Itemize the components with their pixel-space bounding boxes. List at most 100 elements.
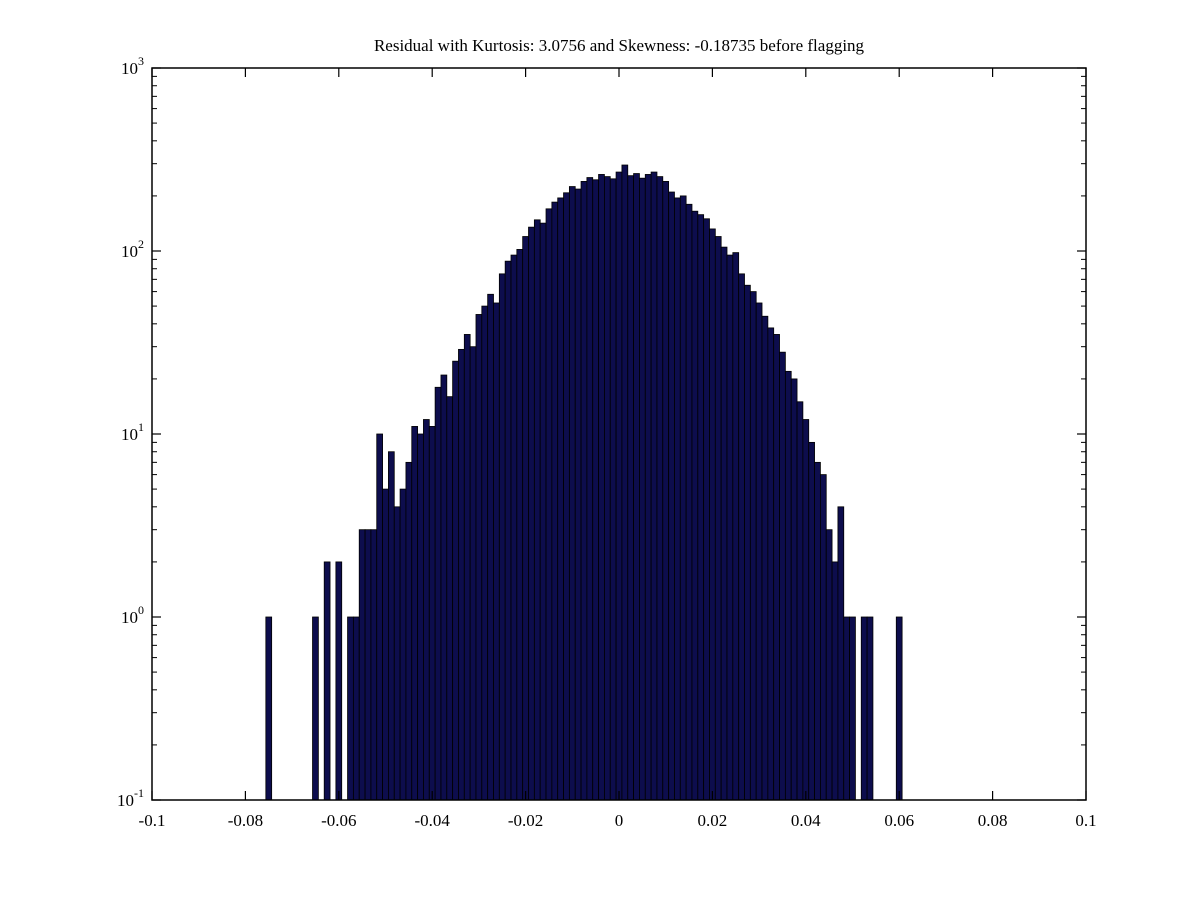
histogram-bar	[417, 433, 424, 801]
histogram-bar	[685, 203, 693, 801]
histogram-bar	[423, 419, 430, 801]
y-tick-label: 102	[121, 237, 144, 261]
histogram-bar	[446, 396, 454, 801]
histogram-bar	[388, 451, 395, 801]
histogram-bar	[352, 616, 360, 801]
histogram-bar	[662, 181, 670, 801]
x-tick-label: -0.08	[228, 811, 263, 830]
histogram-bar	[679, 195, 687, 801]
histogram-bar	[487, 293, 494, 801]
histogram-bar	[633, 173, 640, 801]
histogram-bar	[604, 176, 611, 801]
histogram-bar	[568, 186, 576, 801]
histogram-bar	[814, 461, 821, 801]
histogram-bar	[819, 474, 827, 801]
histogram-bar	[545, 208, 553, 801]
histogram-bar	[650, 171, 658, 801]
histogram-bar	[475, 314, 483, 801]
histogram-bar	[592, 179, 599, 801]
histogram-bar	[738, 273, 745, 801]
histogram-bar	[411, 426, 419, 801]
histogram-bar	[895, 616, 903, 801]
x-tick-label: -0.1	[139, 811, 166, 830]
histogram-bar	[399, 488, 407, 801]
histogram-bar	[831, 561, 839, 801]
histogram-bar	[382, 488, 389, 801]
histogram-bar	[761, 315, 769, 801]
histogram-bar	[510, 254, 518, 801]
histogram-bar	[586, 177, 594, 801]
y-tick-label: 103	[121, 54, 144, 78]
histogram-bar	[405, 461, 413, 801]
histogram-bar	[802, 419, 810, 801]
histogram-bar	[516, 249, 524, 801]
histogram-bar	[551, 201, 559, 801]
histogram-bar	[773, 334, 780, 801]
histogram-bar	[656, 176, 664, 801]
histogram-bar	[323, 561, 331, 801]
histogram-bar	[463, 334, 471, 801]
histogram-bar	[539, 222, 547, 801]
histogram-bar	[720, 246, 728, 801]
histogram-bar	[469, 346, 477, 801]
y-tick-label: 101	[121, 420, 144, 444]
histogram-bar	[627, 175, 635, 801]
histogram-bar	[358, 529, 366, 801]
histogram-bar	[779, 351, 786, 801]
histogram-bar	[440, 374, 448, 801]
histogram-bar	[533, 219, 541, 801]
histogram-bar	[703, 218, 710, 801]
histogram-bar	[522, 236, 529, 801]
histogram-bar	[849, 616, 856, 801]
histogram-bar	[615, 171, 623, 801]
histogram-bar	[312, 616, 319, 801]
histogram-bar	[434, 386, 442, 801]
histogram-bar	[843, 616, 850, 801]
histogram-bar	[528, 226, 535, 801]
histogram-bar	[755, 302, 763, 801]
histogram-bar	[709, 228, 716, 801]
histogram-bar	[808, 441, 815, 801]
histogram-bar	[621, 164, 629, 801]
x-tick-label: 0.06	[884, 811, 914, 830]
histogram-bar	[370, 529, 378, 801]
x-tick-label: 0.1	[1075, 811, 1096, 830]
histogram-bar	[784, 370, 792, 801]
histogram-bar	[866, 616, 874, 801]
histogram-bar	[714, 236, 722, 801]
histogram-bar	[504, 260, 512, 801]
histogram-bar	[609, 178, 617, 801]
histogram-bar	[265, 616, 273, 801]
histogram-bar	[668, 191, 675, 801]
histogram-bar	[481, 305, 489, 801]
x-tick-label: -0.04	[414, 811, 450, 830]
histogram-bar	[493, 302, 500, 801]
histogram-bar	[837, 506, 845, 801]
histogram-bar	[428, 426, 436, 801]
histogram-bar	[458, 348, 465, 801]
histogram-bar	[726, 254, 734, 801]
histogram-bar	[749, 291, 757, 801]
x-tick-label: 0.04	[791, 811, 821, 830]
histogram-bar	[860, 616, 868, 801]
histogram-bar	[825, 529, 833, 801]
histogram-bar	[364, 529, 372, 801]
histogram-bar	[744, 284, 751, 801]
histogram-bar	[691, 210, 699, 801]
histogram-bar	[580, 181, 588, 801]
histogram-bar	[376, 433, 383, 801]
y-tick-label: 100	[121, 603, 144, 627]
histogram-bar	[347, 616, 354, 801]
histogram-bar	[452, 360, 459, 801]
histogram-bar	[674, 197, 681, 801]
histogram-bar	[767, 327, 775, 801]
histogram-bar	[557, 197, 564, 801]
histogram-bar	[598, 174, 605, 801]
histogram-bar	[563, 192, 570, 801]
histogram-bar	[790, 378, 798, 801]
x-tick-label: 0	[615, 811, 624, 830]
histogram-bar	[639, 177, 646, 801]
histogram-bar	[644, 174, 652, 801]
